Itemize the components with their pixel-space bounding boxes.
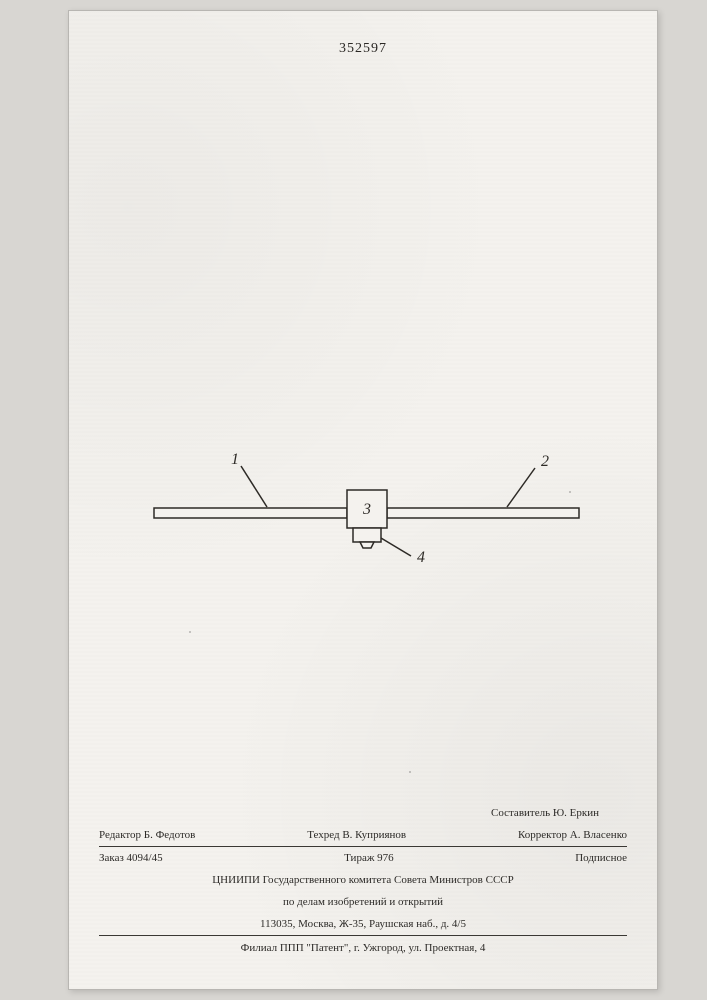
org-line-1: ЦНИИПИ Государственного комитета Совета … [99,869,627,891]
editor-row: Редактор Б. Федотов Техред В. Куприянов … [99,824,627,846]
techred-label: Техред В. Куприянов [307,827,406,844]
svg-text:2: 2 [541,453,549,470]
order-number: Заказ 4094/45 [99,850,163,867]
document-number: 352597 [69,41,657,57]
technical-figure: 3 1 2 4 [69,446,657,586]
order-row: Заказ 4094/45 Тираж 976 Подписное [99,847,627,869]
svg-text:1: 1 [231,451,239,468]
corrector-label: Корректор А. Власенко [518,827,627,844]
print-artifact [189,631,191,633]
compiler-line: Составитель Ю. Еркин [99,805,627,824]
print-artifact [569,491,571,493]
colophon-block: Составитель Ю. Еркин Редактор Б. Федотов… [99,805,627,957]
subscription: Подписное [575,850,627,867]
org-address: 113035, Москва, Ж-35, Раушская наб., д. … [99,913,627,935]
org-line-2: по делам изобретений и открытий [99,891,627,913]
printer-line: Филиал ППП "Патент", г. Ужгород, ул. Про… [99,936,627,957]
svg-text:3: 3 [362,501,371,518]
editor-label: Редактор Б. Федотов [99,827,195,844]
svg-text:4: 4 [417,549,425,566]
print-artifact [409,771,411,773]
page: 352597 3 1 2 4 Составитель Ю. Еркин Редакто… [68,10,658,990]
print-run: Тираж 976 [344,850,394,867]
